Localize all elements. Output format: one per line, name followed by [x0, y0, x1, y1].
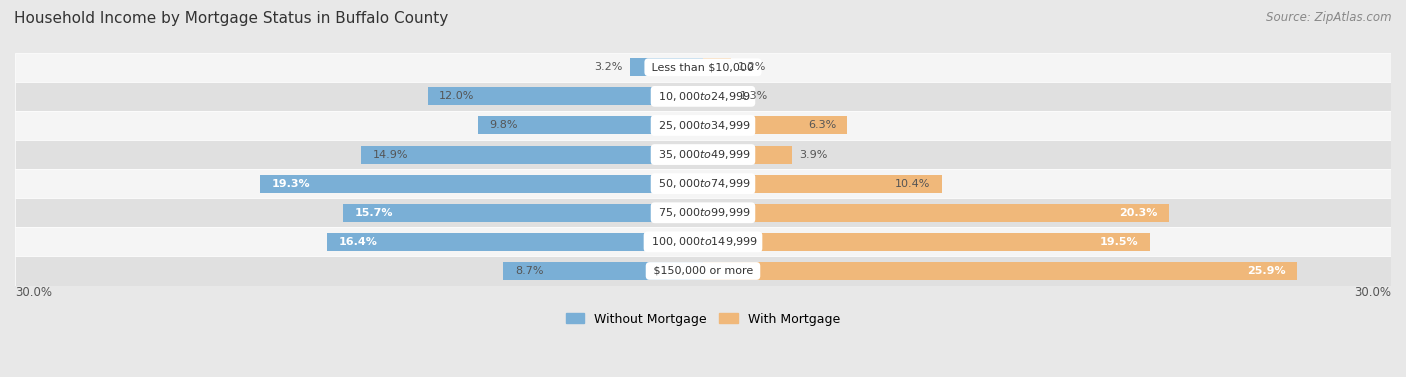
FancyBboxPatch shape — [15, 53, 1391, 82]
FancyBboxPatch shape — [15, 82, 1391, 111]
Text: 9.8%: 9.8% — [489, 121, 519, 130]
Text: Less than $10,000: Less than $10,000 — [648, 62, 758, 72]
Text: $50,000 to $74,999: $50,000 to $74,999 — [655, 177, 751, 190]
FancyBboxPatch shape — [15, 111, 1391, 140]
Text: 3.9%: 3.9% — [800, 150, 828, 159]
Text: 20.3%: 20.3% — [1119, 208, 1157, 218]
FancyBboxPatch shape — [15, 198, 1391, 227]
Bar — [503, 262, 703, 280]
Text: 15.7%: 15.7% — [354, 208, 392, 218]
Text: 19.3%: 19.3% — [271, 179, 311, 188]
Bar — [326, 233, 703, 251]
Text: $25,000 to $34,999: $25,000 to $34,999 — [655, 119, 751, 132]
Bar — [703, 58, 731, 76]
Bar — [703, 204, 1168, 222]
Bar — [703, 233, 1150, 251]
Bar — [343, 204, 703, 222]
Text: 16.4%: 16.4% — [339, 237, 377, 247]
Text: $100,000 to $149,999: $100,000 to $149,999 — [648, 235, 758, 248]
Text: Household Income by Mortgage Status in Buffalo County: Household Income by Mortgage Status in B… — [14, 11, 449, 26]
FancyBboxPatch shape — [15, 256, 1391, 285]
Text: 1.3%: 1.3% — [740, 91, 768, 101]
Bar — [630, 58, 703, 76]
Text: 30.0%: 30.0% — [1354, 286, 1391, 299]
Legend: Without Mortgage, With Mortgage: Without Mortgage, With Mortgage — [561, 308, 845, 331]
Bar — [260, 175, 703, 193]
Bar — [427, 87, 703, 106]
FancyBboxPatch shape — [15, 140, 1391, 169]
Text: 1.2%: 1.2% — [737, 62, 766, 72]
Bar — [703, 87, 733, 106]
Bar — [703, 116, 848, 135]
Text: 25.9%: 25.9% — [1247, 266, 1285, 276]
Text: $150,000 or more: $150,000 or more — [650, 266, 756, 276]
Text: $10,000 to $24,999: $10,000 to $24,999 — [655, 90, 751, 103]
Text: 14.9%: 14.9% — [373, 150, 408, 159]
Text: Source: ZipAtlas.com: Source: ZipAtlas.com — [1267, 11, 1392, 24]
Bar — [703, 262, 1296, 280]
Text: 6.3%: 6.3% — [808, 121, 837, 130]
Text: 19.5%: 19.5% — [1099, 237, 1139, 247]
FancyBboxPatch shape — [15, 227, 1391, 256]
Text: 12.0%: 12.0% — [439, 91, 475, 101]
Text: 3.2%: 3.2% — [595, 62, 623, 72]
FancyBboxPatch shape — [15, 169, 1391, 198]
Text: $75,000 to $99,999: $75,000 to $99,999 — [655, 206, 751, 219]
Bar — [478, 116, 703, 135]
Text: 30.0%: 30.0% — [15, 286, 52, 299]
Bar — [703, 175, 942, 193]
Text: 8.7%: 8.7% — [515, 266, 544, 276]
Text: 10.4%: 10.4% — [894, 179, 929, 188]
Text: $35,000 to $49,999: $35,000 to $49,999 — [655, 148, 751, 161]
Bar — [361, 146, 703, 164]
Bar — [703, 146, 793, 164]
